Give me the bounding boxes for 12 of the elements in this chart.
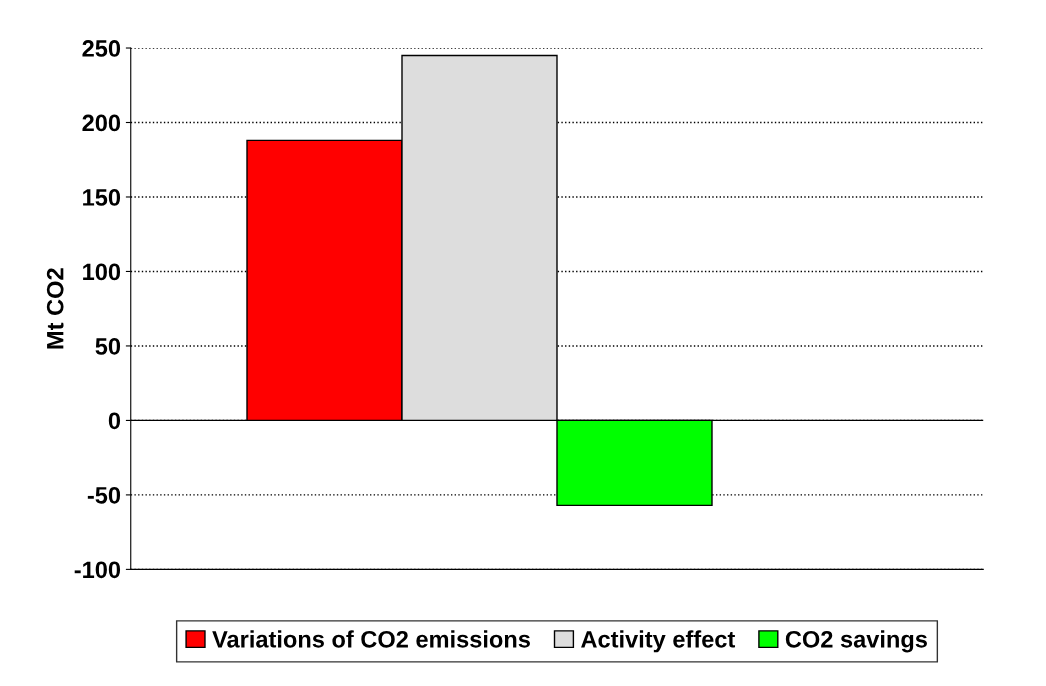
- y-tick-label: 250: [82, 40, 121, 57]
- legend-label: Activity effect: [581, 630, 736, 653]
- y-tick-label: 0: [108, 412, 121, 430]
- legend-label: Variations of CO2 emissions: [212, 630, 530, 648]
- y-tick-label: -50: [87, 486, 121, 504]
- y-tick-label: 50: [95, 338, 121, 355]
- y-tick-label: -100: [74, 561, 121, 579]
- y-tick-label: 150: [83, 189, 121, 206]
- legend-label: CO2 savings: [785, 630, 927, 653]
- y-axis-title: Mt CO2: [46, 268, 64, 349]
- y-tick-label: 200: [82, 114, 121, 132]
- y-tick-label: 100: [83, 263, 121, 281]
